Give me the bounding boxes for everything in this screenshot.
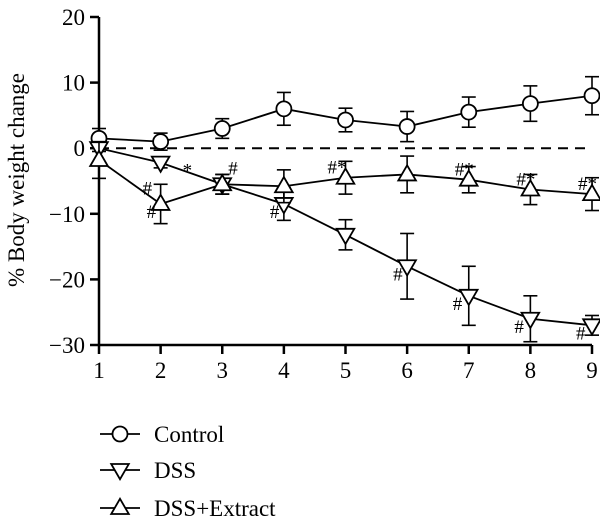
legend-item: Control [100, 422, 224, 447]
x-tick-label: 1 [93, 358, 105, 383]
marker-triangle-up [520, 178, 541, 197]
marker-triangle-up [396, 163, 418, 182]
x-tick-label: 8 [525, 358, 537, 383]
marker-circle [460, 103, 478, 121]
significance-mark: * [183, 161, 193, 182]
marker-circle [521, 95, 539, 112]
marker-triangle-down [335, 227, 356, 246]
marker-triangle-up [211, 173, 233, 192]
legend-label: DSS [154, 458, 196, 483]
legend: Control DSS DSS+Extract [100, 422, 276, 521]
marker-triangle-up [150, 192, 171, 211]
significance-mark: # [228, 158, 238, 179]
legend-label: DSS+Extract [154, 496, 276, 521]
significance-mark: # [143, 179, 153, 200]
significance-mark: #* [455, 160, 474, 181]
significance-mark: # [514, 317, 524, 338]
x-tick-label: 7 [463, 358, 475, 383]
marker-circle [152, 133, 170, 151]
significance-mark: # [576, 323, 586, 344]
marker-triangle-up [109, 497, 131, 515]
axes: 20 10 0 −10 −20 −30 1 2 3 4 5 6 7 8 9 [49, 5, 598, 383]
y-tick-label: −20 [49, 267, 85, 292]
significance-mark: # [270, 202, 280, 223]
annotations-layer: #*####*##*##*##*# [143, 158, 597, 345]
x-tick-label: 6 [401, 358, 413, 383]
marker-triangle-up [273, 175, 295, 194]
marker-triangle-down [520, 311, 541, 330]
marker-triangle-down [581, 318, 600, 337]
marker-circle [213, 120, 231, 137]
x-tick-label: 2 [155, 358, 167, 383]
x-tick-label: 5 [340, 358, 352, 383]
x-tick-label: 3 [217, 358, 229, 383]
significance-mark: #* [516, 170, 535, 191]
marker-circle [111, 425, 129, 443]
y-tick-label: −10 [49, 202, 85, 227]
marker-circle [398, 118, 416, 135]
marker-triangle-down [458, 288, 480, 307]
legend-label: Control [154, 422, 224, 447]
marker-triangle-down [109, 463, 131, 481]
significance-mark: #* [328, 158, 347, 179]
y-tick-label: 10 [62, 71, 85, 96]
marker-circle [275, 100, 293, 118]
legend-item: DSS [100, 458, 196, 483]
legend-item: DSS+Extract [100, 496, 276, 521]
marker-triangle-up [335, 166, 356, 185]
significance-mark: # [147, 202, 157, 223]
marker-triangle-down [396, 259, 418, 278]
y-tick-label: −30 [49, 333, 85, 358]
marker-circle [583, 87, 600, 105]
marker-circle [337, 111, 354, 129]
x-tick-label: 4 [278, 358, 290, 383]
series-control [90, 75, 600, 151]
significance-mark: # [393, 264, 403, 285]
y-tick-label: 0 [74, 136, 86, 161]
significance-mark: # [453, 294, 463, 315]
significance-mark: #* [578, 174, 597, 195]
marker-triangle-up [88, 149, 110, 167]
y-axis-label: % Body weight change [4, 73, 29, 287]
y-tick-label: 20 [62, 5, 85, 30]
x-tick-label: 9 [586, 358, 598, 383]
marker-triangle-down [150, 155, 171, 174]
series-layer [88, 75, 600, 343]
series-dss-extract [88, 140, 600, 225]
marker-triangle-up [458, 168, 480, 187]
marker-triangle-up [581, 183, 600, 202]
